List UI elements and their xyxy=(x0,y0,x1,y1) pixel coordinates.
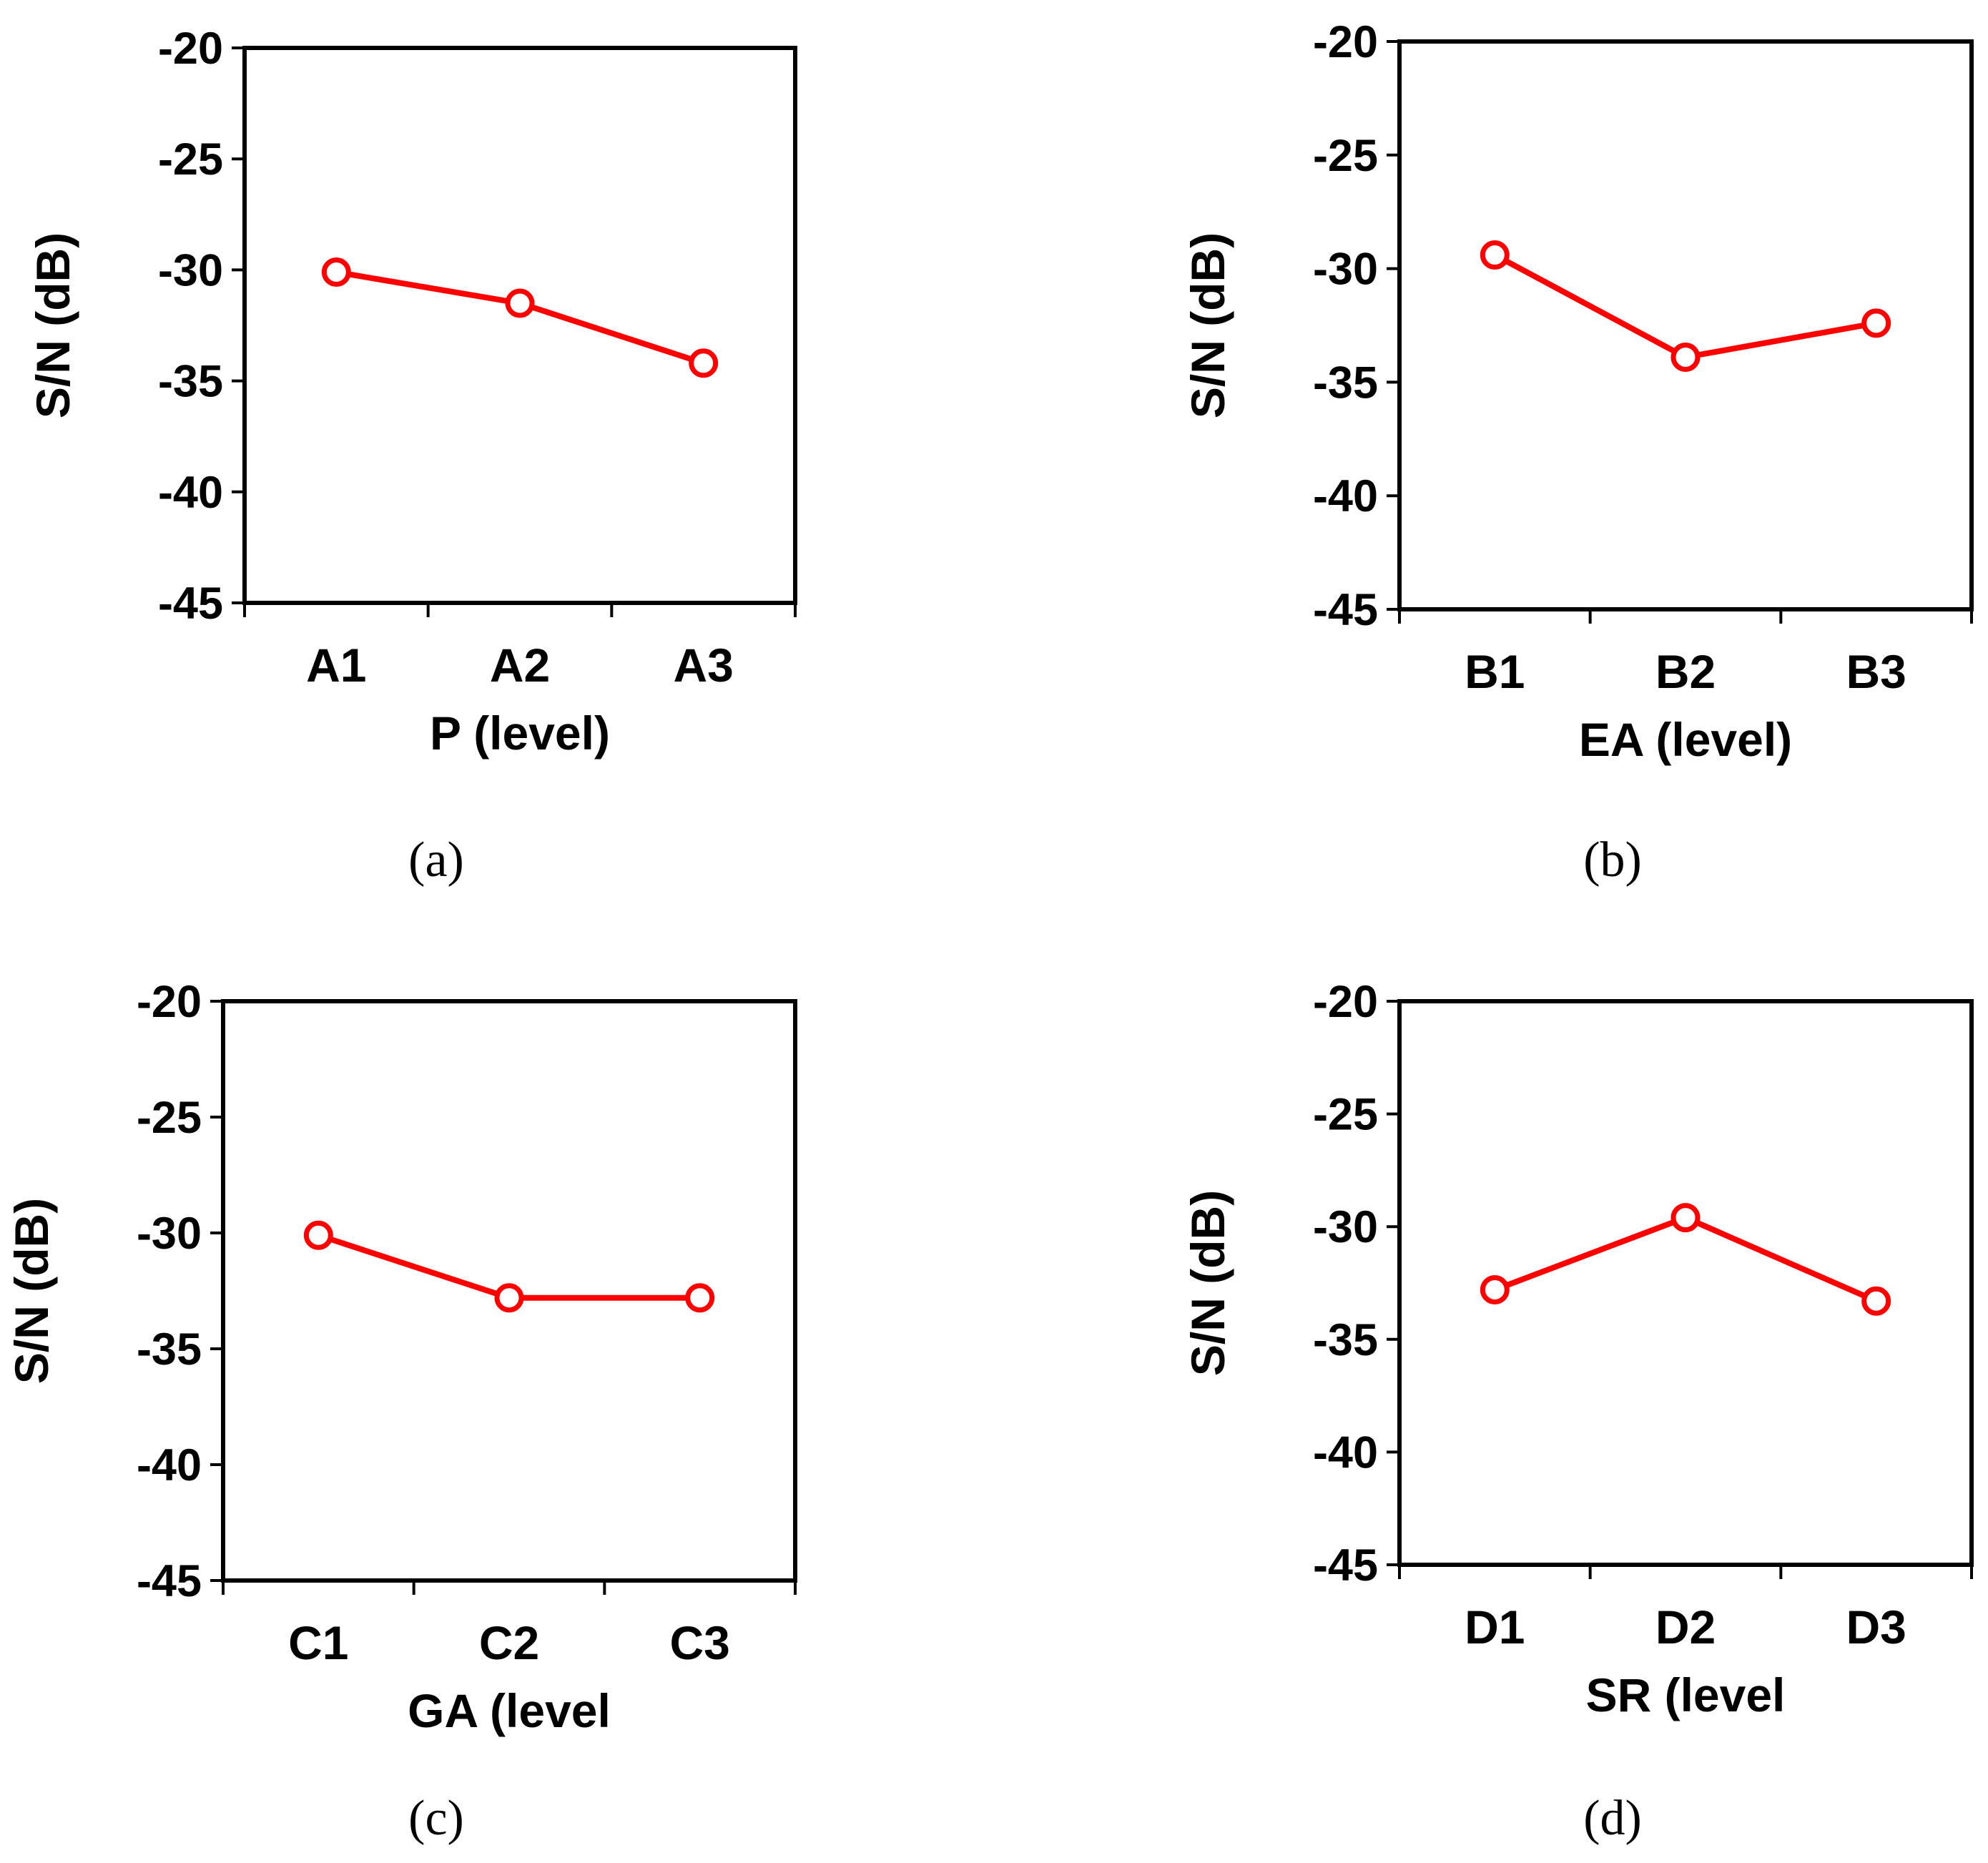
y-tick-label: -40 xyxy=(137,1440,202,1490)
x-tick-label: D2 xyxy=(1655,1601,1716,1653)
data-point-A2 xyxy=(505,288,535,318)
x-axis-title: EA (level) xyxy=(1579,713,1792,766)
data-point-B1 xyxy=(1480,240,1510,270)
y-tick-label: -35 xyxy=(1313,1315,1378,1365)
y-tick-label: -35 xyxy=(158,357,223,407)
y-tick-label: -40 xyxy=(158,468,223,518)
x-tick-label: C1 xyxy=(288,1616,348,1669)
x-axis-title: SR (level xyxy=(1586,1668,1786,1721)
y-tick-label: -20 xyxy=(158,24,223,74)
y-tick-label: -40 xyxy=(1313,471,1378,521)
data-point-C3 xyxy=(685,1283,715,1313)
y-tick-label: -30 xyxy=(1313,1202,1378,1252)
y-tick-label: -30 xyxy=(1313,245,1378,295)
plot-frame xyxy=(221,999,797,1583)
x-tick-label: A2 xyxy=(490,639,550,692)
data-point-C1 xyxy=(303,1220,333,1250)
chart-panel-d: -20 -25 -30 -35 -40 -45 D1 D2 D3 SR (level S/N (dB… xyxy=(1181,977,1974,1846)
y-tick-label: -25 xyxy=(158,134,223,185)
y-tick-label: -45 xyxy=(1313,1540,1378,1591)
y-tick-label: -30 xyxy=(158,245,223,295)
data-point-B2 xyxy=(1670,342,1701,372)
chart-panel-b: -20 -25 -30 -35 -40 -45 B1 B2 B3 EA (level) S/N (d… xyxy=(1181,17,1974,888)
panel-caption: (b) xyxy=(1583,832,1642,888)
y-tick-label: -35 xyxy=(137,1324,202,1375)
panel-caption: (d) xyxy=(1583,1791,1642,1846)
x-tick-label: B1 xyxy=(1465,645,1525,698)
data-point-C2 xyxy=(494,1283,524,1313)
x-tick-label: B3 xyxy=(1846,645,1906,698)
x-tick-label: B2 xyxy=(1655,645,1716,698)
y-tick-label: -40 xyxy=(1313,1427,1378,1478)
x-tick-label: C2 xyxy=(479,1616,539,1669)
data-point-D1 xyxy=(1480,1274,1510,1304)
panel-caption: (c) xyxy=(408,1791,464,1846)
data-point-D2 xyxy=(1670,1203,1701,1233)
x-tick-label: D1 xyxy=(1465,1601,1525,1653)
y-tick-label: -25 xyxy=(137,1093,202,1143)
y-tick-label: -25 xyxy=(1313,131,1378,181)
chart-panel-a: -20 -25 -30 -35 -40 -45 A1 A2 A3 P (level) S/N (dB… xyxy=(26,24,797,888)
plot-frame xyxy=(242,46,797,605)
x-tick-label: D3 xyxy=(1846,1601,1906,1653)
x-axis-title: P (level) xyxy=(430,707,610,760)
y-tick-label: -45 xyxy=(158,579,223,629)
y-axis-title: S/N (dB) xyxy=(1181,232,1234,418)
data-point-D3 xyxy=(1861,1286,1891,1316)
y-tick-label: -20 xyxy=(137,977,202,1027)
y-tick-label: -35 xyxy=(1313,358,1378,408)
data-point-B3 xyxy=(1861,308,1891,338)
plot-frame xyxy=(1397,999,1974,1567)
y-axis-title: S/N (dB) xyxy=(1181,1190,1234,1376)
chart-panel-c: -20 -25 -30 -35 -40 -45 C1 C2 C3 GA (level S/N (dB… xyxy=(5,977,797,1846)
y-axis-title: S/N (dB) xyxy=(5,1198,58,1384)
panel-caption: (a) xyxy=(408,832,464,888)
series-line xyxy=(1493,252,1877,360)
data-point-A1 xyxy=(321,257,351,287)
y-tick-label: -45 xyxy=(1313,585,1378,635)
x-tick-label: A1 xyxy=(306,639,366,692)
x-tick-label: C3 xyxy=(669,1616,729,1669)
y-tick-label: -45 xyxy=(137,1556,202,1606)
y-tick-label: -25 xyxy=(1313,1090,1378,1140)
data-point-A3 xyxy=(689,348,719,378)
y-tick-label: -30 xyxy=(137,1209,202,1259)
y-tick-label: -20 xyxy=(1313,17,1378,67)
x-tick-label: A3 xyxy=(673,639,733,692)
y-tick-label: -20 xyxy=(1313,977,1378,1027)
x-axis-title: GA (level xyxy=(408,1684,611,1737)
plot-frame xyxy=(1397,39,1974,611)
y-axis-title: S/N (dB) xyxy=(26,232,79,418)
